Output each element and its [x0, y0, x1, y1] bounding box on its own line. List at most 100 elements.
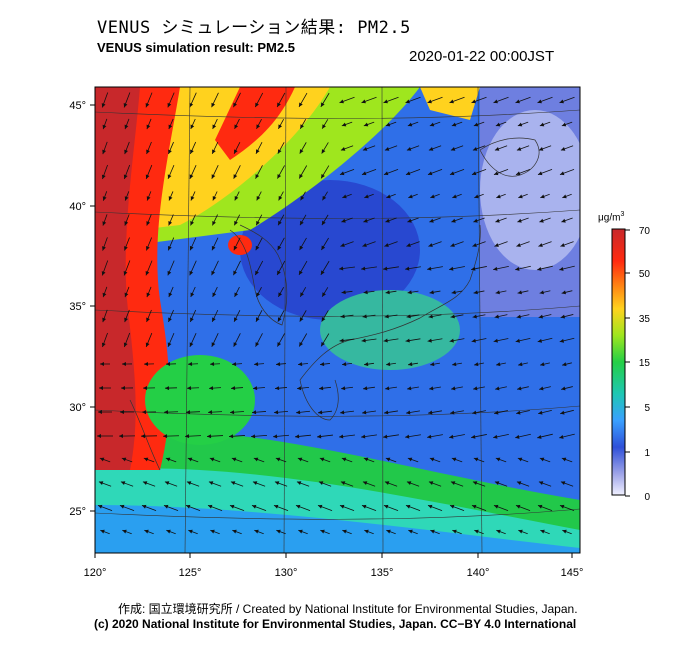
wind-arrow-head	[406, 410, 411, 415]
wind-arrow-head	[276, 529, 281, 534]
wind-arrow-head	[495, 386, 500, 391]
wind-arrow-head	[212, 220, 216, 226]
wind-arrow-head	[187, 386, 192, 391]
wind-arrow-head	[124, 196, 129, 201]
wind-vectors	[97, 92, 575, 535]
wind-arrow-head	[430, 194, 435, 199]
wind-arrow-head	[515, 171, 521, 176]
graticule	[94, 86, 581, 554]
wind-arrow-head	[299, 102, 303, 107]
lon-label: 120°	[84, 567, 107, 579]
lon-label: 140°	[467, 567, 490, 579]
wind-arrow-head	[517, 218, 522, 223]
wind-arrow-head	[300, 124, 304, 129]
wind-arrow-head	[385, 386, 390, 391]
wind-arrow-head	[295, 434, 300, 439]
wind-arrow-head	[540, 194, 545, 199]
wind-arrow-head	[229, 434, 234, 439]
title-japanese: VENUS シミュレーション結果: PM2.5	[97, 18, 411, 38]
wind-arrow-head	[256, 195, 261, 201]
wind-arrow-head	[185, 434, 190, 439]
wind-arrow-head	[494, 243, 499, 247]
wind-arrow-head	[276, 362, 281, 367]
wind-arrow-head	[341, 218, 346, 223]
wind-arrow-head	[230, 481, 236, 486]
wind-arrow-head	[234, 317, 238, 322]
wind-arrow-head	[274, 481, 280, 486]
wind-arrow-head	[518, 362, 523, 367]
wind-arrow-head	[362, 314, 367, 319]
wind-arrow-head	[450, 314, 455, 319]
wind-arrow-head	[278, 124, 283, 129]
wind-arrow-head	[275, 386, 280, 391]
wind-arrow-head	[429, 457, 435, 462]
wind-arrow-head	[299, 149, 304, 154]
wind-arrow-head	[234, 124, 239, 129]
wind-arrow-head	[209, 386, 214, 391]
wind-arrow-head	[211, 270, 216, 276]
lat-label: 25°	[69, 506, 86, 518]
wind-arrow-head	[102, 196, 107, 201]
wind-arrow-head	[299, 174, 303, 179]
wind-arrow-head	[229, 504, 235, 509]
lat-label: 30°	[69, 402, 86, 414]
wind-arrow-head	[168, 196, 173, 201]
wind-arrow-head	[340, 243, 345, 247]
wind-arrow-head	[362, 481, 368, 486]
wind-arrow-head	[471, 266, 476, 271]
timestamp: 2020-01-22 00:00JST	[409, 48, 555, 65]
wind-arrow-head	[165, 457, 171, 462]
wind-arrow-head	[473, 218, 478, 223]
wind-arrow-head	[452, 529, 457, 534]
wind-arrow-head	[146, 292, 151, 298]
wind-arrow-head	[472, 243, 477, 247]
lon-label: 130°	[275, 567, 298, 579]
wind-arrow-head	[300, 292, 304, 297]
wind-arrow-head	[363, 218, 368, 223]
wind-arrow-head	[537, 266, 542, 271]
wind-arrow-head	[167, 102, 172, 108]
wind-arrow-head	[385, 122, 391, 127]
wind-arrow-head	[518, 529, 523, 534]
wind-arrow-head	[188, 529, 193, 534]
wind-arrow-head	[406, 146, 412, 151]
wind-arrow-head	[472, 146, 478, 151]
wind-arrow-head	[385, 290, 390, 295]
wind-arrow-head	[102, 221, 107, 226]
wind-arrow-head	[322, 292, 326, 297]
wind-arrow-head	[97, 504, 103, 509]
wind-arrow-head	[496, 362, 501, 367]
wind-arrow-head	[474, 194, 479, 199]
wind-arrow-head	[319, 457, 325, 462]
wind-arrow-head	[100, 362, 104, 366]
wind-arrow-head	[364, 194, 369, 199]
lon-label: 145°	[561, 567, 584, 579]
wind-arrow-head	[340, 481, 346, 486]
wind-arrow-head	[190, 149, 194, 154]
wind-arrow-head	[167, 342, 172, 347]
wind-arrow-head	[256, 220, 260, 226]
wind-arrow-head	[474, 529, 479, 534]
wind-arrow-head	[185, 504, 191, 509]
wind-arrow-head	[277, 317, 282, 322]
wind-arrow-head	[341, 290, 346, 295]
wind-arrow-head	[119, 504, 125, 509]
wind-arrow-head	[495, 290, 500, 295]
wind-arrow-head	[164, 481, 170, 486]
wind-arrow-head	[102, 246, 106, 251]
wind-arrow-head	[321, 149, 326, 154]
wind-arrow-head	[207, 434, 212, 439]
wind-arrow-head	[538, 314, 544, 319]
wind-arrow-head	[208, 481, 214, 486]
wind-arrow-head	[561, 218, 566, 223]
wind-arrow-head	[339, 338, 344, 343]
wind-arrow-head	[189, 102, 194, 108]
wind-arrow-head	[124, 149, 128, 155]
wind-arrow-head	[273, 504, 279, 509]
wind-arrow-head	[494, 146, 500, 151]
wind-arrow-head	[318, 481, 324, 486]
wind-arrow-head	[320, 362, 325, 367]
wind-arrow-head	[428, 481, 434, 486]
wind-arrow-head	[383, 266, 388, 271]
